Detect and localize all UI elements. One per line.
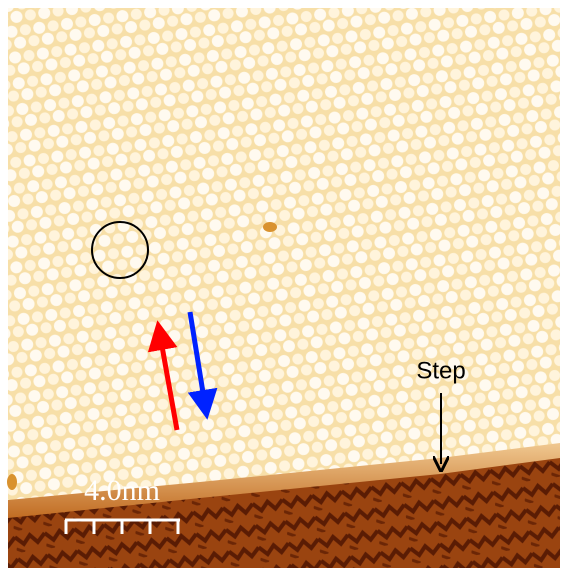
page: {"labels": {"step": "Step", "scale_bar":… bbox=[0, 0, 567, 576]
scale-label: 4.0nm bbox=[84, 474, 160, 507]
defect bbox=[263, 222, 277, 232]
defect bbox=[7, 474, 17, 490]
stm-image: Step 4.0nm bbox=[0, 0, 567, 576]
step-label: Step bbox=[416, 357, 465, 384]
